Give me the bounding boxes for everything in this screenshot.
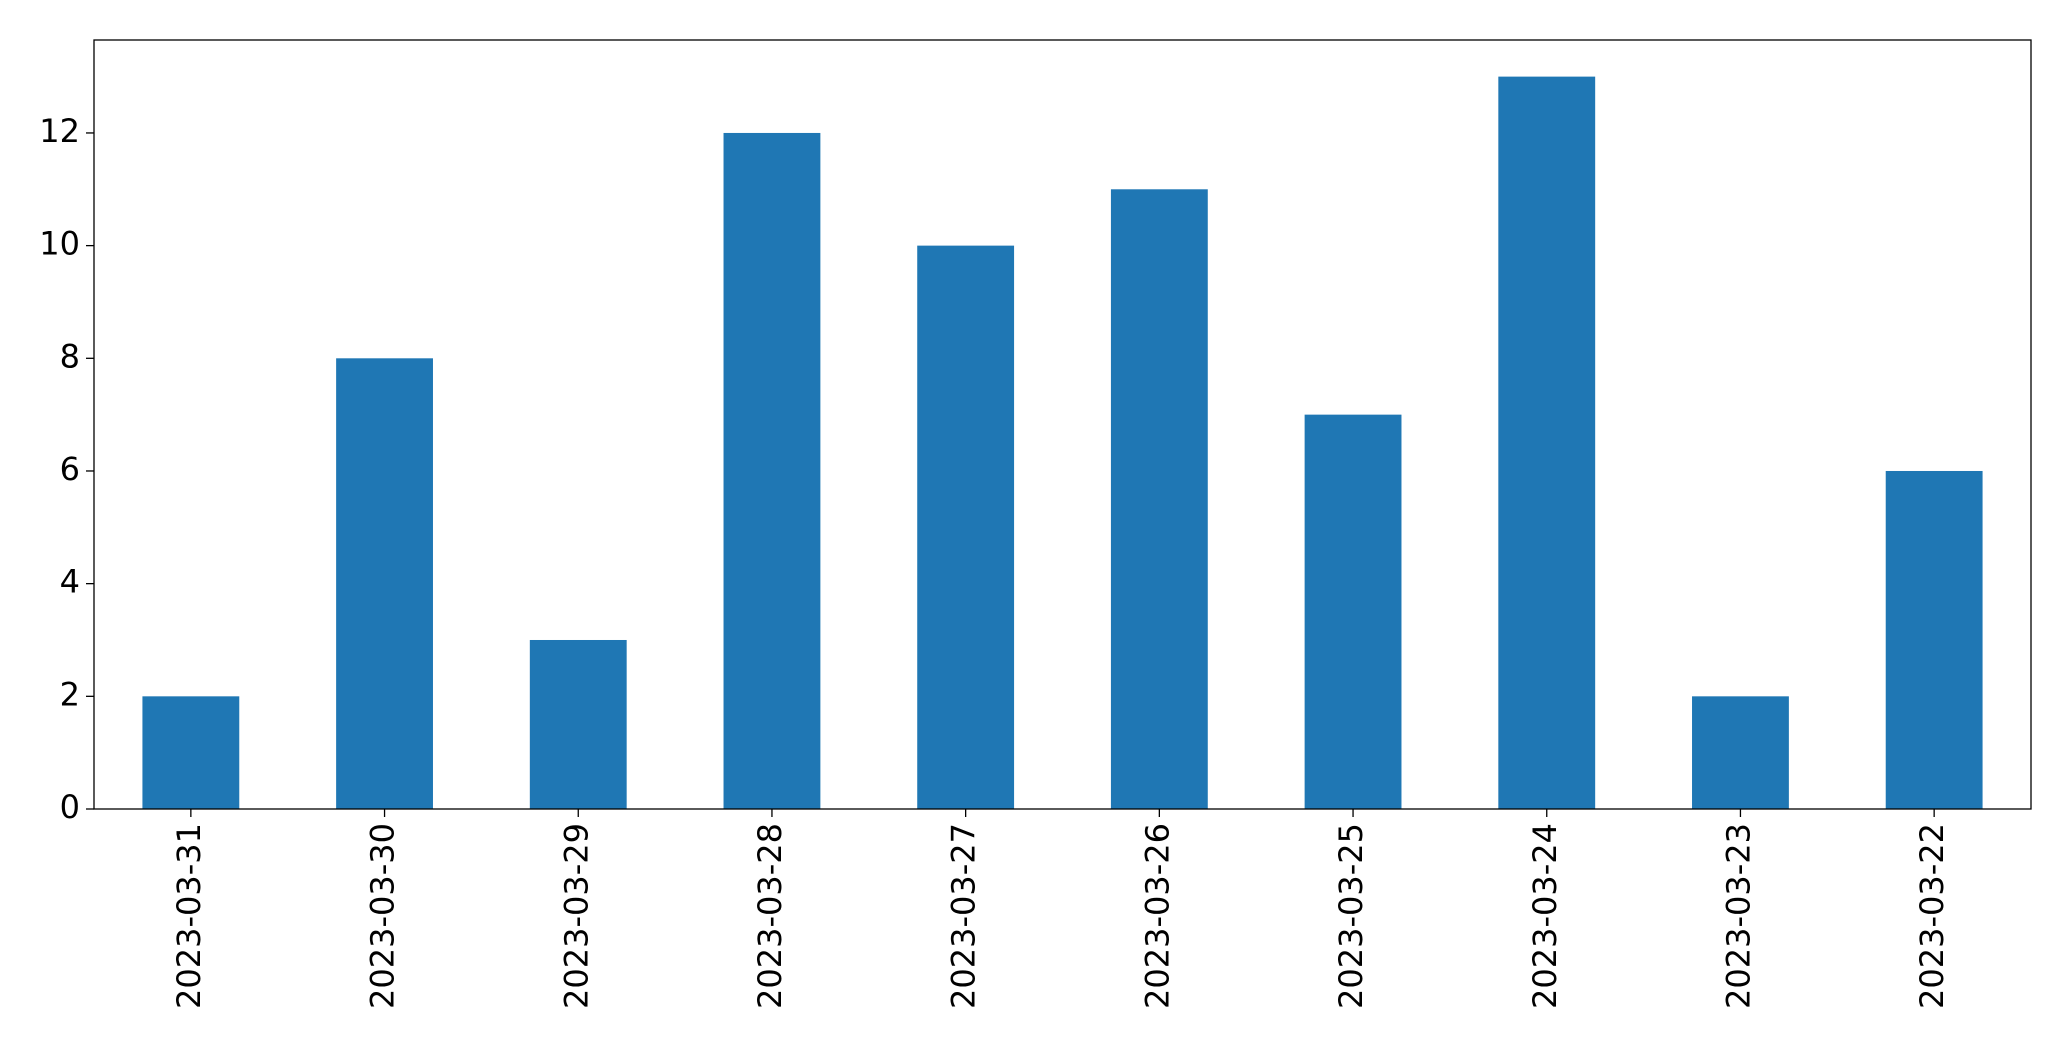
x-tick-label: 2023-03-26 — [1138, 823, 1176, 1009]
x-tick-label: 2023-03-30 — [364, 823, 402, 1009]
bar — [723, 132, 821, 809]
y-tick-label: 12 — [39, 112, 80, 150]
bar — [142, 696, 240, 809]
bar — [1110, 189, 1208, 810]
x-tick-label: 2023-03-31 — [170, 823, 208, 1009]
x-tick-label: 2023-03-24 — [1526, 823, 1564, 1009]
x-tick-label: 2023-03-29 — [557, 823, 595, 1009]
x-tick-label: 2023-03-22 — [1913, 823, 1951, 1009]
bar — [1885, 470, 1983, 809]
x-tick-label: 2023-03-23 — [1719, 823, 1757, 1009]
bar — [336, 358, 433, 809]
y-tick-label: 4 — [60, 563, 80, 601]
y-tick-label: 10 — [39, 225, 80, 263]
x-tick-label: 2023-03-25 — [1332, 823, 1370, 1009]
bar — [529, 639, 627, 809]
plot-frame — [93, 39, 2032, 810]
bar — [1692, 696, 1789, 809]
y-tick-label: 6 — [60, 450, 80, 488]
y-tick-label: 8 — [60, 337, 80, 375]
y-tick-label: 0 — [60, 788, 80, 826]
bar — [1498, 76, 1596, 810]
x-tick-label: 2023-03-28 — [751, 823, 789, 1009]
y-tick-label: 2 — [60, 675, 80, 713]
x-tick-label: 2023-03-27 — [945, 823, 983, 1009]
bar — [917, 245, 1015, 810]
bar — [1304, 414, 1402, 809]
